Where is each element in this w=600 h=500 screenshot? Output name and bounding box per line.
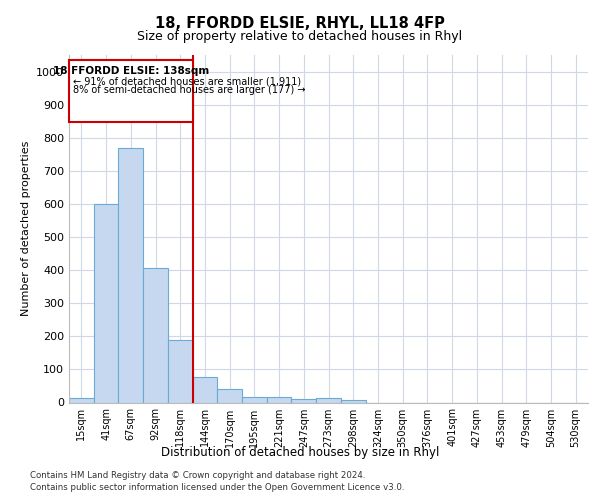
Bar [143,268,168,402]
Bar [94,204,118,402]
Bar [69,398,94,402]
Text: 8% of semi-detached houses are larger (177) →: 8% of semi-detached houses are larger (1… [73,85,305,95]
Bar [242,396,267,402]
Text: 18 FFORDD ELSIE: 138sqm: 18 FFORDD ELSIE: 138sqm [53,66,209,76]
Text: Distribution of detached houses by size in Rhyl: Distribution of detached houses by size … [161,446,439,459]
Text: 18, FFORDD ELSIE, RHYL, LL18 4FP: 18, FFORDD ELSIE, RHYL, LL18 4FP [155,16,445,31]
Bar [267,397,292,402]
Bar [341,400,365,402]
Bar [193,376,217,402]
Y-axis label: Number of detached properties: Number of detached properties [20,141,31,316]
Bar [118,148,143,402]
Text: Contains public sector information licensed under the Open Government Licence v3: Contains public sector information licen… [30,484,404,492]
Bar [168,340,193,402]
FancyBboxPatch shape [69,60,193,122]
Bar [292,398,316,402]
Text: Contains HM Land Registry data © Crown copyright and database right 2024.: Contains HM Land Registry data © Crown c… [30,471,365,480]
Bar [316,398,341,402]
Text: ← 91% of detached houses are smaller (1,911): ← 91% of detached houses are smaller (1,… [73,76,301,86]
Text: Size of property relative to detached houses in Rhyl: Size of property relative to detached ho… [137,30,463,43]
Bar [217,390,242,402]
